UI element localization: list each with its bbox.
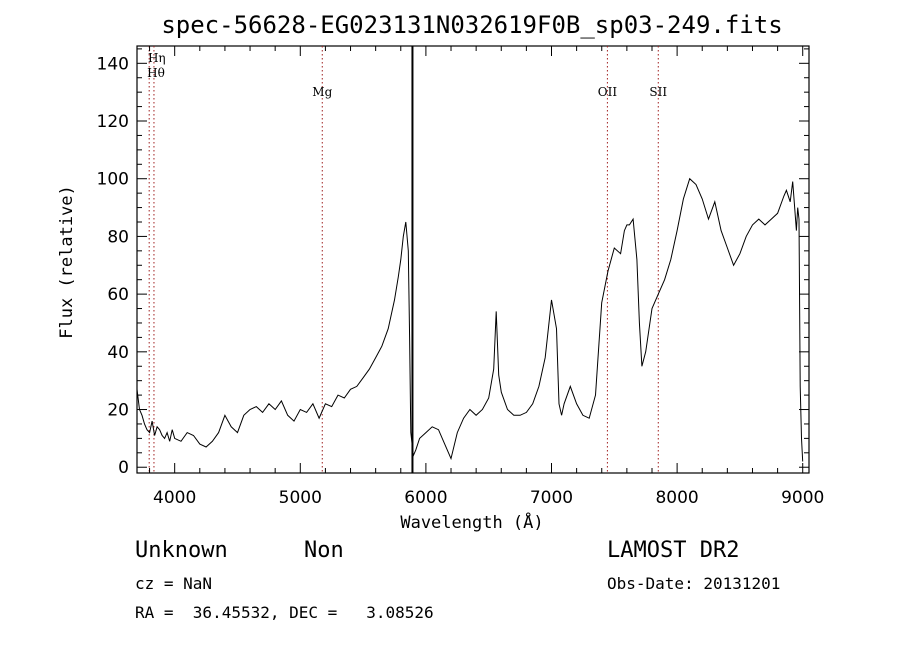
coordinates-text: RA = 36.45532, DEC = 3.08526 xyxy=(135,603,434,622)
x-tick-label: 6000 xyxy=(404,488,447,508)
class-text: Unknown xyxy=(135,538,228,563)
y-tick-label: 0 xyxy=(118,458,129,478)
chart-title: spec-56628-EG023131N032619F0B_sp03-249.f… xyxy=(161,11,782,39)
reference-line-label: OII xyxy=(598,85,618,99)
redshift-text: cz = NaN xyxy=(135,574,213,593)
y-axis-label: Flux (relative) xyxy=(57,185,77,339)
x-tick-label: 4000 xyxy=(153,488,196,508)
reference-line-label: SII xyxy=(649,85,667,99)
y-tick-label: 120 xyxy=(97,112,129,132)
plot-frame xyxy=(136,45,810,474)
y-tick-label: 100 xyxy=(97,170,129,190)
x-tick-label: 9000 xyxy=(781,488,824,508)
x-axis-label: Wavelength (Å) xyxy=(400,511,543,533)
obs-date-text: Obs-Date: 20131201 xyxy=(607,574,781,593)
y-axis-ticks: 0 20 40 60 80 100 120 140 xyxy=(97,48,809,478)
y-tick-label: 40 xyxy=(107,343,129,363)
x-axis-ticks: 4000 5000 6000 7000 8000 9000 xyxy=(149,46,824,508)
subclass-text: Non xyxy=(304,538,344,563)
x-tick-label: 8000 xyxy=(655,488,698,508)
reference-line-label: Hη xyxy=(148,51,166,65)
x-tick-label: 7000 xyxy=(530,488,573,508)
y-tick-label: 140 xyxy=(97,54,129,74)
reference-line-label: Mg xyxy=(312,85,332,99)
y-tick-label: 60 xyxy=(107,285,129,305)
spectrum-line xyxy=(136,177,804,462)
reference-line-label: Hθ xyxy=(147,66,165,80)
y-tick-label: 80 xyxy=(107,227,129,247)
survey-text: LAMOST DR2 xyxy=(607,538,740,563)
x-tick-label: 5000 xyxy=(279,488,322,508)
y-tick-label: 20 xyxy=(107,401,129,421)
